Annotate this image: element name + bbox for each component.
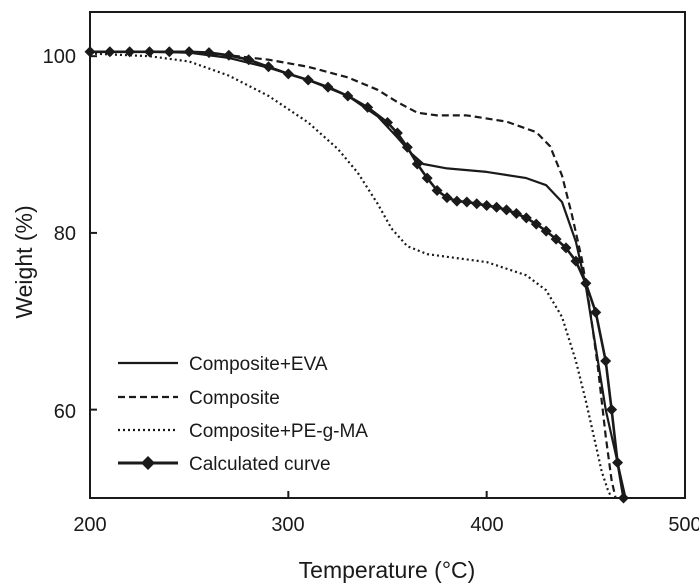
diamond-marker (431, 184, 443, 196)
diamond-marker (391, 127, 403, 139)
diamond-marker (501, 204, 512, 216)
diamond-marker (520, 212, 532, 224)
y-tick-label: 80 (54, 223, 76, 245)
y-tick-label: 100 (43, 46, 76, 68)
diamond-marker (84, 46, 96, 58)
plot-frame (89, 11, 686, 499)
diamond-marker (530, 218, 542, 230)
x-axis-title: Temperature (°C) (299, 557, 476, 583)
diamond-marker (441, 192, 453, 204)
legend-label: Composite (189, 388, 280, 409)
diamond-marker (471, 198, 483, 210)
diamond-marker (600, 355, 612, 367)
legend-label: Composite+PE-g-MA (189, 421, 368, 442)
y-axis-ticks (90, 55, 97, 411)
diamond-marker (540, 225, 552, 237)
y-axis-tick-labels: 60 80 100 (43, 46, 76, 423)
diamond-marker (382, 116, 393, 128)
diamond-marker (618, 492, 630, 504)
diamond-marker (550, 233, 562, 245)
diamond-marker (411, 158, 423, 170)
series-line-composite (90, 50, 617, 499)
x-tick-label: 200 (73, 514, 106, 536)
diamond-marker (183, 46, 195, 58)
diamond-marker (590, 306, 602, 318)
diamond-marker (144, 46, 155, 58)
series-layer (84, 46, 630, 504)
diamond-marker (481, 200, 493, 212)
x-axis-tick-labels: 200 300 400 500 (73, 514, 699, 536)
plot-area (84, 11, 686, 504)
diamond-marker (243, 54, 255, 66)
diamond-marker (606, 404, 618, 416)
diamond-marker (302, 74, 314, 86)
diamond-marker (401, 141, 413, 153)
x-tick-label: 300 (271, 514, 304, 536)
diamond-marker (104, 46, 116, 58)
legend-diamond-marker (141, 456, 155, 470)
legend: Composite+EVA Composite Composite+PE-g-M… (118, 354, 368, 475)
diamond-marker (342, 90, 354, 102)
diamond-marker (163, 46, 175, 58)
diamond-marker (570, 255, 582, 267)
diamond-marker (223, 49, 235, 61)
diamond-marker (560, 242, 572, 254)
diamond-marker (451, 195, 463, 207)
y-tick-label: 60 (54, 401, 76, 423)
x-tick-label: 500 (668, 514, 699, 536)
y-axis-title: Weight (%) (11, 205, 37, 318)
diamond-marker (124, 46, 136, 58)
diamond-marker (461, 196, 473, 208)
diamond-marker (322, 81, 334, 93)
diamond-marker (362, 101, 374, 113)
diamond-marker (580, 277, 592, 289)
diamond-marker (282, 68, 294, 80)
legend-label: Calculated curve (189, 454, 331, 475)
diamond-marker (203, 47, 215, 59)
diamond-marker (510, 207, 522, 219)
x-axis-ticks (89, 491, 686, 498)
legend-label: Composite+EVA (189, 354, 328, 375)
diamond-marker (612, 457, 624, 469)
diamond-marker (491, 201, 503, 213)
x-tick-label: 400 (470, 514, 503, 536)
diamond-marker (421, 172, 433, 184)
diamond-marker (263, 61, 274, 73)
series-line-composite-pe-g-ma (89, 52, 613, 499)
